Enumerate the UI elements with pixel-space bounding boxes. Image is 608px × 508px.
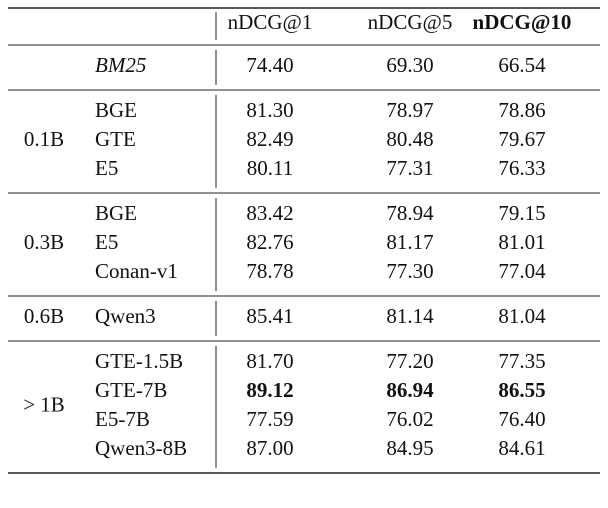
cell-value: 76.02 xyxy=(386,407,433,431)
cell-value: 76.33 xyxy=(498,156,545,180)
model-name: Conan-v1 xyxy=(95,259,178,283)
cell-value: 85.41 xyxy=(246,304,293,328)
cell-value: 81.01 xyxy=(498,230,545,254)
cell-value: 77.35 xyxy=(498,349,545,373)
group-size: 0.6B xyxy=(24,304,64,328)
cell-value: 78.94 xyxy=(386,201,434,225)
cell-value: 79.67 xyxy=(498,127,545,151)
column-header: nDCG@5 xyxy=(368,10,453,34)
cell-value: 78.78 xyxy=(246,259,293,283)
cell-value: 80.48 xyxy=(386,127,433,151)
cell-value: 79.15 xyxy=(498,201,545,225)
cell-value: 82.76 xyxy=(246,230,293,254)
cell-value: 83.42 xyxy=(246,201,293,225)
model-name: Qwen3-8B xyxy=(95,436,187,460)
model-name: GTE-1.5B xyxy=(95,349,183,373)
cell-value: 77.30 xyxy=(386,259,433,283)
cell-value: 77.20 xyxy=(386,349,433,373)
cell-value: 66.54 xyxy=(498,53,546,77)
cell-value: 80.11 xyxy=(247,156,293,180)
model-name: Qwen3 xyxy=(95,304,156,328)
model-name: BGE xyxy=(95,201,137,225)
cell-value: 81.04 xyxy=(498,304,546,328)
cell-value: 81.70 xyxy=(246,349,293,373)
group-size: 0.1B xyxy=(24,127,64,151)
cell-value: 81.14 xyxy=(386,304,434,328)
group-size: 0.3B xyxy=(24,230,64,254)
model-name: GTE xyxy=(95,127,136,151)
model-name: BGE xyxy=(95,98,137,122)
cell-value: 81.30 xyxy=(246,98,293,122)
cell-value: 84.61 xyxy=(498,436,545,460)
cell-value: 77.04 xyxy=(498,259,546,283)
cell-value: 77.31 xyxy=(386,156,433,180)
model-name: E5 xyxy=(95,156,118,180)
cell-value: 77.59 xyxy=(246,407,293,431)
cell-value: 86.94 xyxy=(386,378,434,402)
cell-value: 84.95 xyxy=(386,436,433,460)
cell-value: 78.86 xyxy=(498,98,545,122)
cell-value: 81.17 xyxy=(386,230,433,254)
model-name: BM25 xyxy=(95,53,146,77)
cell-value: 74.40 xyxy=(246,53,293,77)
cell-value: 82.49 xyxy=(246,127,293,151)
model-name: E5-7B xyxy=(95,407,150,431)
model-name: GTE-7B xyxy=(95,378,167,402)
cell-value: 89.12 xyxy=(246,378,293,402)
cell-value: 69.30 xyxy=(386,53,433,77)
cell-value: 76.40 xyxy=(498,407,545,431)
cell-value: 86.55 xyxy=(498,378,545,402)
cell-value: 78.97 xyxy=(386,98,433,122)
column-header: nDCG@1 xyxy=(228,10,313,34)
column-header: nDCG@10 xyxy=(473,10,572,34)
model-name: E5 xyxy=(95,230,118,254)
cell-value: 87.00 xyxy=(246,436,293,460)
group-size: > 1B xyxy=(23,392,65,416)
